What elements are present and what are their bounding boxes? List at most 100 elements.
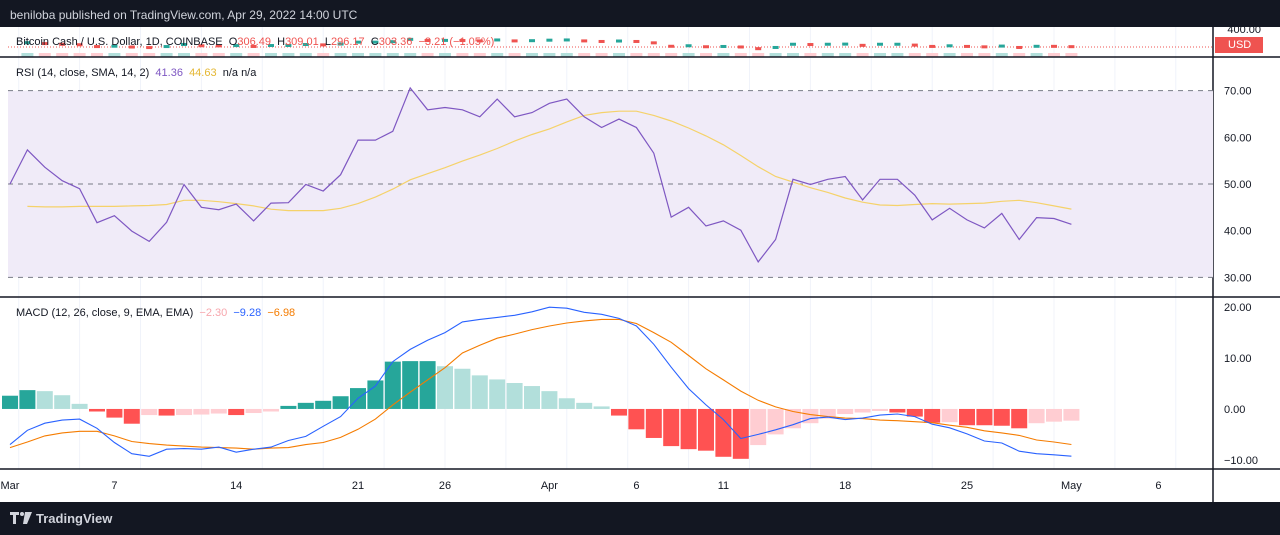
price-candle (268, 44, 274, 48)
macd-line-value: −9.28 (233, 307, 262, 319)
macd-indicator-label[interactable]: MACD (12, 26, close, 9, EMA, EMA) (16, 307, 194, 319)
price-candle (24, 41, 31, 45)
macd-histogram-bar (228, 408, 245, 416)
price-candle (1033, 44, 1040, 48)
macd-histogram-bar (698, 408, 714, 451)
price-candle (320, 43, 327, 47)
price-candle (859, 43, 866, 47)
macd-histogram-bar (141, 408, 158, 416)
time-axis-tick: May (1061, 480, 1082, 492)
volume-bar (578, 53, 591, 57)
volume-bar (995, 53, 1008, 57)
macd-histogram-bar (993, 408, 1010, 426)
volume-bar (1030, 53, 1043, 57)
volume-bar (717, 53, 730, 57)
time-axis-tick: 14 (230, 480, 242, 492)
open-value: 306.49 (237, 36, 271, 48)
macd-histogram-bar (384, 361, 401, 409)
rsi-value: 41.36 (155, 67, 183, 79)
rsi-indicator-label[interactable]: RSI (14, close, SMA, 14, 2) (16, 67, 150, 79)
macd-histogram-bar (680, 408, 697, 450)
macd-signal-line (9, 318, 1072, 450)
currency-label: USD (1228, 39, 1251, 51)
macd-histogram-bar (210, 408, 227, 414)
volume-bar (1065, 53, 1078, 57)
volume-bar (108, 53, 121, 57)
rsi-ma-line (27, 110, 1072, 212)
macd-histogram-bar (71, 403, 88, 409)
price-candle (76, 43, 83, 47)
macd-histogram-bar (419, 361, 436, 409)
volume-bar (665, 53, 678, 57)
symbol-label[interactable]: Bitcoin Cash / U.S. Dollar, 1D, COINBASE (16, 36, 223, 48)
macd-histogram-bar (645, 408, 662, 438)
price-candle (581, 39, 588, 43)
rsi-axis-tick: 60.00 (1224, 132, 1252, 144)
price-candle (128, 45, 135, 49)
volume-bar (1048, 53, 1060, 57)
macd-histogram-bar (1011, 408, 1028, 429)
price-candle (929, 44, 936, 48)
macd-histogram-bar (332, 396, 349, 409)
rsi-axis-tick: 40.00 (1224, 226, 1252, 238)
chart-frame[interactable]: 400.00 USD 70.00 60.00 50.00 40.00 30.00 20.00 1… (0, 27, 1280, 502)
price-candle (302, 43, 309, 47)
volume-bar (961, 53, 973, 57)
price-candle (598, 39, 605, 43)
rsi-axis-tick: 50.00 (1224, 179, 1252, 191)
volume-bar (247, 53, 260, 57)
volume-bar (787, 53, 799, 57)
price-candle (668, 44, 675, 48)
price-candle (511, 39, 518, 43)
price-candle (476, 39, 483, 43)
chart-canvas[interactable]: 400.00USD70.0060.0050.0040.0030.0020.001… (0, 27, 1280, 502)
macd-histogram-bar (158, 408, 175, 416)
time-axis-tick: Apr (541, 480, 558, 492)
macd-histogram-bar (541, 391, 558, 409)
volume-bar (91, 53, 103, 57)
price-candle (372, 40, 379, 44)
macd-histogram-bar (54, 395, 71, 409)
volume-bar (891, 53, 904, 57)
macd-histogram-bar (36, 391, 53, 409)
price-candle (250, 44, 257, 48)
volume-bar (299, 53, 312, 57)
macd-histogram-bar (959, 408, 975, 426)
volume-bar (856, 53, 869, 57)
volume-bar (734, 53, 747, 57)
volume-bar (265, 53, 277, 57)
price-candle (1051, 44, 1057, 48)
volume-bar (230, 53, 243, 57)
price-axis-tick: 400.00 (1227, 27, 1261, 36)
volume-bar (160, 53, 173, 57)
volume-bar (73, 53, 86, 57)
time-axis-tick: Mar (1, 480, 20, 492)
macd-histogram-bar (1028, 408, 1045, 424)
price-candle (755, 47, 762, 51)
price-candle (233, 44, 240, 48)
volume-bar (352, 53, 364, 57)
macd-histogram-bar (732, 408, 749, 459)
price-candle (981, 45, 988, 49)
macd-histogram-bar (558, 398, 575, 409)
price-candle (877, 42, 883, 46)
volume-bar (630, 53, 643, 57)
macd-histogram-bar (524, 386, 540, 409)
macd-histogram-bar (106, 408, 123, 418)
volume-bar (195, 53, 208, 57)
volume-bar (282, 53, 295, 57)
price-candle (41, 42, 48, 46)
volume-bar (839, 53, 852, 57)
volume-bar (943, 53, 956, 57)
price-candle (807, 43, 814, 47)
macd-histogram-bar (715, 408, 732, 457)
volume-bar (369, 53, 382, 57)
macd-histogram-bar (193, 408, 210, 415)
rsi-extra: n/a n/a (222, 67, 257, 79)
price-candle (894, 42, 901, 46)
volume-bar (804, 53, 817, 57)
volume-bar (526, 53, 538, 57)
tradingview-brand[interactable]: TradingView (10, 511, 112, 527)
price-candle (389, 40, 396, 44)
price-candle (407, 37, 414, 41)
